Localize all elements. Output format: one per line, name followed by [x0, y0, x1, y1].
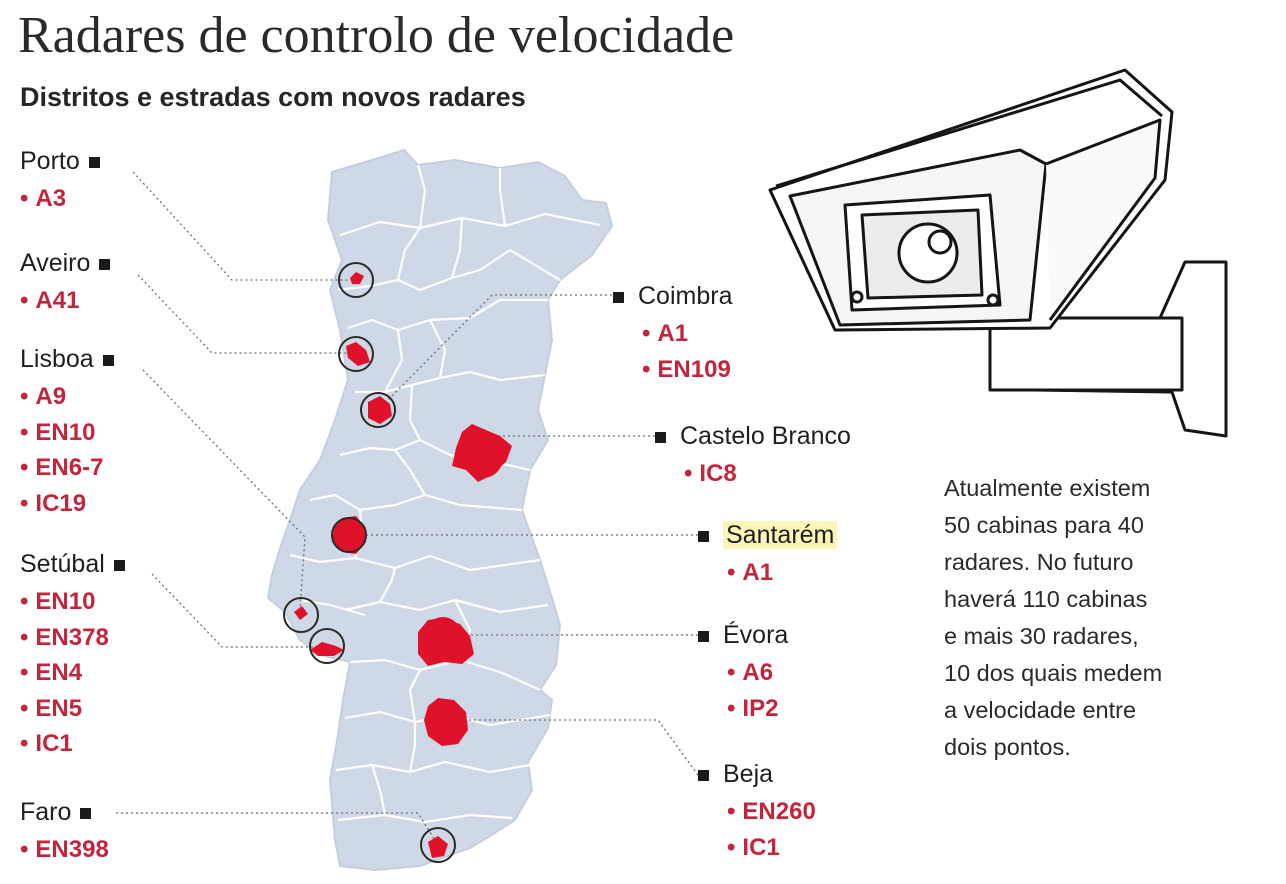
- leader-setubal: [151, 573, 327, 648]
- radar-area-santarem: [332, 516, 366, 554]
- road-item: A3: [20, 181, 100, 217]
- square-marker-icon: [698, 630, 709, 642]
- ring-setubal: [309, 628, 345, 664]
- ring-lisboa: [283, 597, 319, 633]
- ring-faro: [420, 827, 456, 863]
- radar-area-lisboa: [294, 606, 308, 620]
- district-porto: Porto A3: [20, 146, 100, 217]
- road-item: IC1: [727, 830, 816, 866]
- road-item: A6: [727, 655, 788, 691]
- camera-hood-top: [775, 78, 1163, 188]
- camera-screw-right: [986, 293, 1000, 307]
- leader-porto: [132, 171, 355, 281]
- radar-area-porto: [350, 272, 364, 284]
- square-marker-icon: [99, 258, 111, 270]
- district-coimbra: Coimbra A1 EN109: [613, 281, 732, 387]
- page-subtitle: Distritos e estradas com novos radares: [20, 82, 526, 112]
- road-list: A3: [20, 181, 100, 217]
- square-marker-icon: [698, 769, 709, 781]
- district-name: Setúbal: [20, 550, 105, 578]
- radar-area-setubal: [310, 642, 344, 656]
- road-item: EN10: [20, 415, 114, 451]
- district-name: Lisboa: [20, 345, 94, 373]
- leader-aveiro: [137, 274, 356, 354]
- district-name: Aveiro: [20, 249, 91, 277]
- page-title: Radares de controlo de velocidade: [18, 7, 735, 64]
- district-beja: Beja EN260 IC1: [698, 759, 816, 865]
- camera-screw-left: [850, 290, 864, 304]
- road-item: EN109: [642, 352, 732, 388]
- road-item: A1: [642, 316, 732, 352]
- square-marker-icon: [88, 156, 100, 168]
- road-list: EN260 IC1: [726, 794, 816, 866]
- radar-area-coimbra: [368, 396, 392, 424]
- speed-camera-icon: [768, 68, 1228, 438]
- district-aveiro: Aveiro A41: [20, 248, 111, 319]
- road-list: IC8: [683, 456, 851, 492]
- district-name: Santarém: [723, 521, 838, 549]
- camera-lens-inner: [927, 229, 953, 255]
- district-name: Faro: [20, 798, 72, 826]
- square-marker-icon: [102, 354, 114, 366]
- ring-santarem: [331, 517, 367, 553]
- road-list: A41: [20, 283, 110, 319]
- road-item: EN5: [20, 691, 125, 727]
- ring-porto: [338, 262, 374, 298]
- road-item: EN378: [20, 620, 125, 656]
- info-note: Atualmente existem 50 cabinas para 40 ra…: [944, 475, 1163, 760]
- road-item: EN398: [20, 832, 108, 868]
- road-item: IC19: [20, 486, 114, 522]
- district-castelo-branco: Castelo Branco IC8: [655, 421, 851, 492]
- road-item: IC1: [20, 726, 125, 762]
- road-list: EN398: [20, 832, 108, 868]
- district-setubal: Setúbal EN10 EN378 EN4 EN5 IC1: [20, 549, 125, 762]
- radar-area-faro: [428, 836, 448, 858]
- square-marker-icon: [655, 431, 666, 443]
- road-item: EN10: [20, 584, 125, 620]
- district-evora: Évora A6 IP2: [698, 620, 788, 726]
- district-name: Castelo Branco: [680, 422, 851, 450]
- leader-lisboa: [142, 369, 306, 611]
- road-item: IC8: [684, 456, 851, 492]
- road-item: A1: [727, 555, 837, 591]
- leader-coimbra: [377, 294, 612, 411]
- district-faro: Faro EN398: [20, 797, 109, 868]
- road-list: A6 IP2: [726, 655, 788, 726]
- leader-faro: [116, 812, 439, 846]
- district-name: Porto: [20, 147, 80, 175]
- square-marker-icon: [698, 530, 709, 542]
- radar-area-aveiro: [346, 342, 370, 366]
- road-item: A9: [20, 379, 114, 415]
- district-name: Beja: [723, 760, 774, 788]
- road-item: EN260: [727, 794, 815, 830]
- road-item: A41: [20, 283, 110, 319]
- leader-lines: [116, 171, 699, 846]
- road-list: EN10 EN378 EN4 EN5 IC1: [20, 584, 125, 762]
- district-name: Coimbra: [638, 282, 733, 310]
- road-item: EN4: [20, 655, 125, 691]
- road-item: EN6-7: [20, 450, 114, 486]
- square-marker-icon: [113, 559, 125, 571]
- camera-side-panel: [1045, 118, 1162, 321]
- location-rings: [283, 262, 456, 863]
- district-name: Évora: [723, 621, 789, 649]
- ring-aveiro: [338, 336, 374, 372]
- district-lisboa: Lisboa A9 EN10 EN6-7 IC19: [20, 344, 114, 521]
- district-santarem: Santarém A1: [698, 520, 838, 591]
- road-list: A1: [726, 555, 837, 591]
- square-marker-icon: [80, 807, 92, 819]
- square-marker-icon: [613, 291, 624, 303]
- road-item: IP2: [727, 691, 788, 727]
- portugal-map: [266, 148, 614, 872]
- radar-areas: [294, 272, 512, 858]
- road-list: A1 EN109: [641, 316, 732, 387]
- road-list: A9 EN10 EN6-7 IC19: [20, 379, 114, 521]
- camera-arm: [988, 316, 1184, 392]
- ring-coimbra: [360, 392, 396, 428]
